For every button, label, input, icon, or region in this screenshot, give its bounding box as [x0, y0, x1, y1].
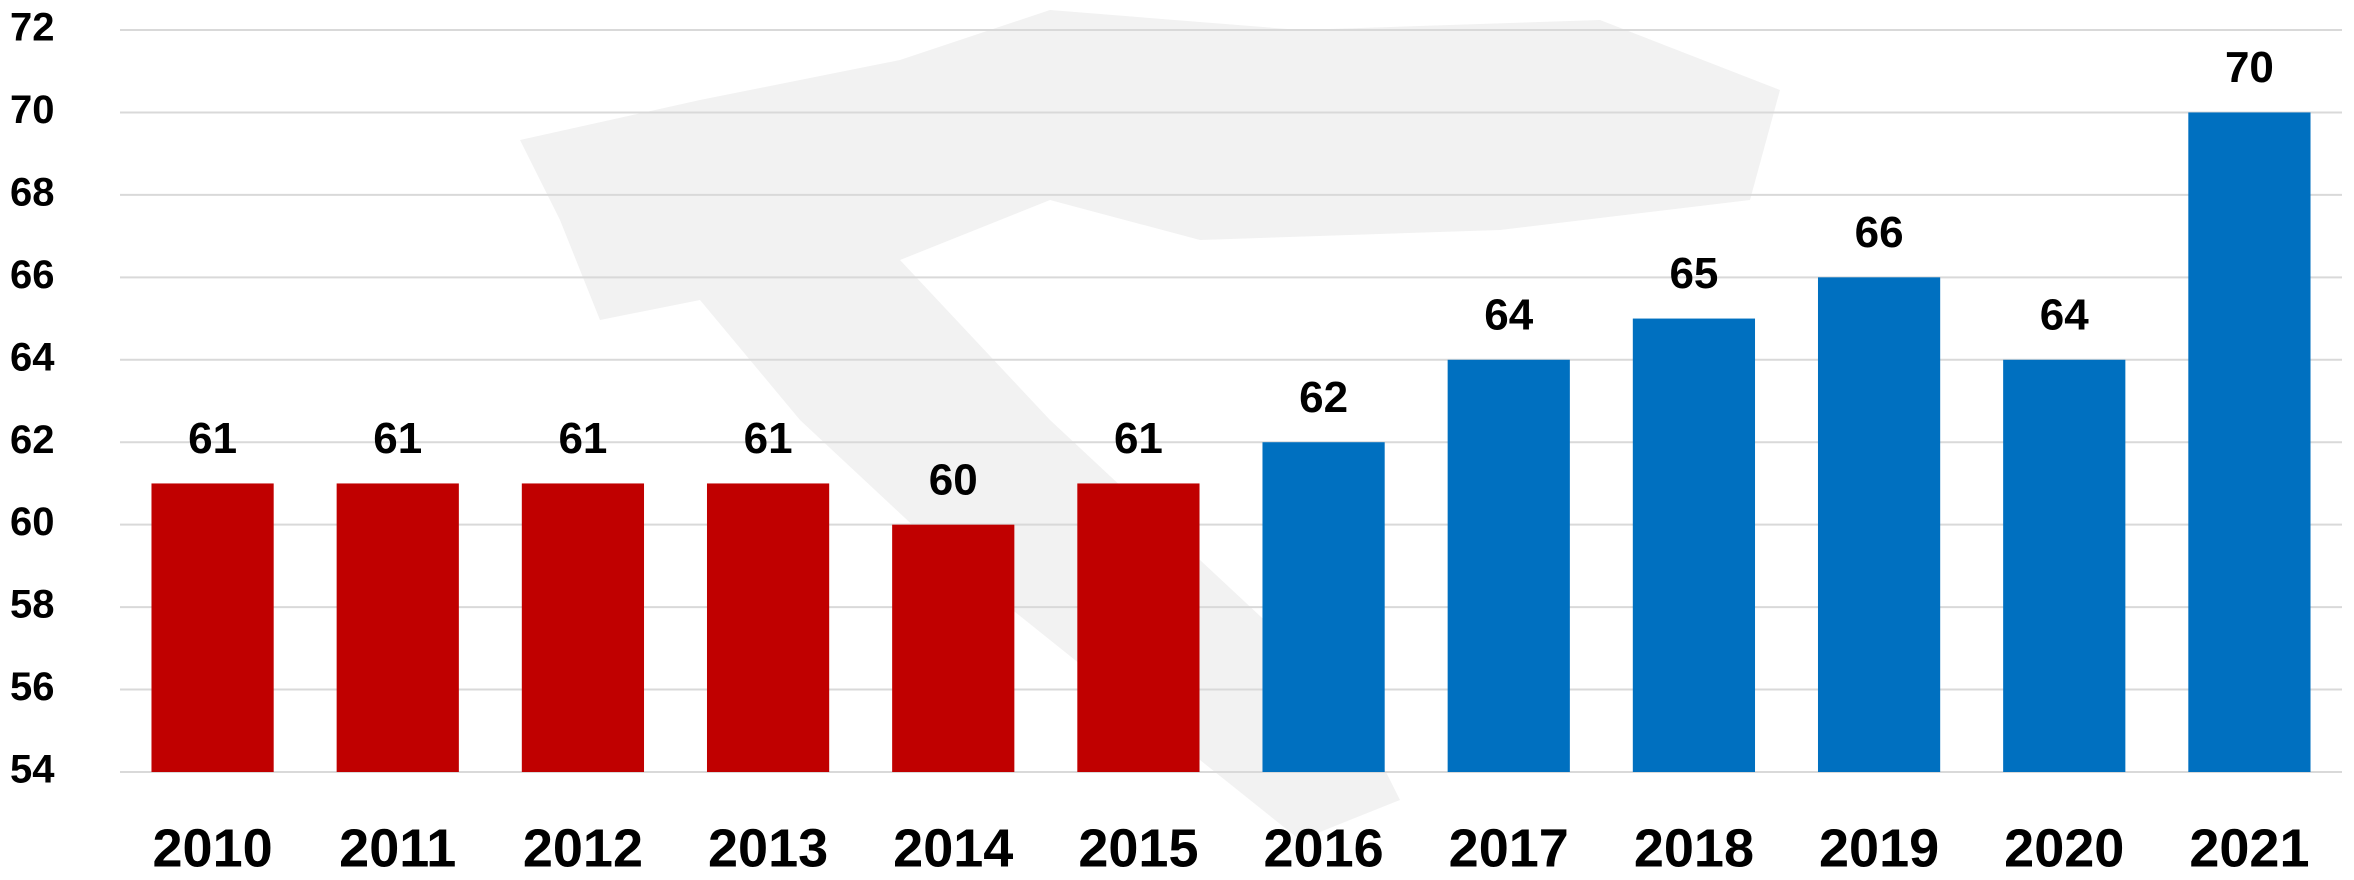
x-tick-label: 2015 — [1078, 818, 1198, 878]
data-label: 60 — [929, 455, 978, 504]
x-tick-label: 2011 — [339, 818, 456, 878]
y-tick-label: 70 — [10, 88, 55, 132]
data-label: 62 — [1299, 373, 1348, 422]
data-label: 70 — [2225, 43, 2274, 92]
bar — [1632, 318, 1756, 772]
data-label: 61 — [558, 414, 607, 463]
x-tick-label: 2013 — [708, 818, 828, 878]
bar — [892, 524, 1015, 772]
bar — [2003, 359, 2126, 772]
x-tick-label: 2014 — [893, 818, 1013, 878]
x-tick-label: 2017 — [1449, 818, 1569, 878]
data-label: 66 — [1855, 208, 1904, 257]
bar — [1817, 277, 1941, 772]
background-map — [520, 10, 1780, 840]
y-tick-label: 60 — [10, 500, 55, 544]
data-label: 61 — [744, 414, 793, 463]
x-tick-label: 2019 — [1819, 818, 1939, 878]
y-tick-label: 68 — [10, 170, 55, 214]
x-tick-label: 2018 — [1634, 818, 1754, 878]
y-tick-label: 58 — [10, 583, 55, 627]
bar — [1077, 483, 1200, 772]
y-tick-label: 66 — [10, 253, 55, 297]
bar — [1447, 359, 1570, 772]
bar — [706, 483, 830, 772]
y-tick-label: 64 — [10, 335, 55, 379]
y-tick-label: 54 — [10, 748, 55, 792]
data-label: 64 — [1484, 290, 1533, 339]
x-tick-label: 2016 — [1264, 818, 1384, 878]
x-tick-label: 2021 — [2189, 818, 2309, 878]
y-tick-label: 62 — [10, 418, 55, 462]
bar — [1262, 442, 1385, 772]
data-label: 65 — [1669, 249, 1718, 298]
x-tick-label: 2020 — [2004, 818, 2124, 878]
y-tick-label: 72 — [10, 6, 55, 50]
data-label: 64 — [2040, 290, 2089, 339]
bar — [151, 483, 274, 772]
data-label: 61 — [188, 414, 237, 463]
x-tick-label: 2012 — [523, 818, 643, 878]
bar — [521, 483, 645, 772]
bar — [336, 483, 459, 772]
data-label: 61 — [1114, 414, 1163, 463]
data-label: 61 — [373, 414, 422, 463]
y-tick-label: 56 — [10, 665, 55, 709]
x-tick-label: 2010 — [153, 818, 273, 878]
bar — [2188, 112, 2311, 772]
